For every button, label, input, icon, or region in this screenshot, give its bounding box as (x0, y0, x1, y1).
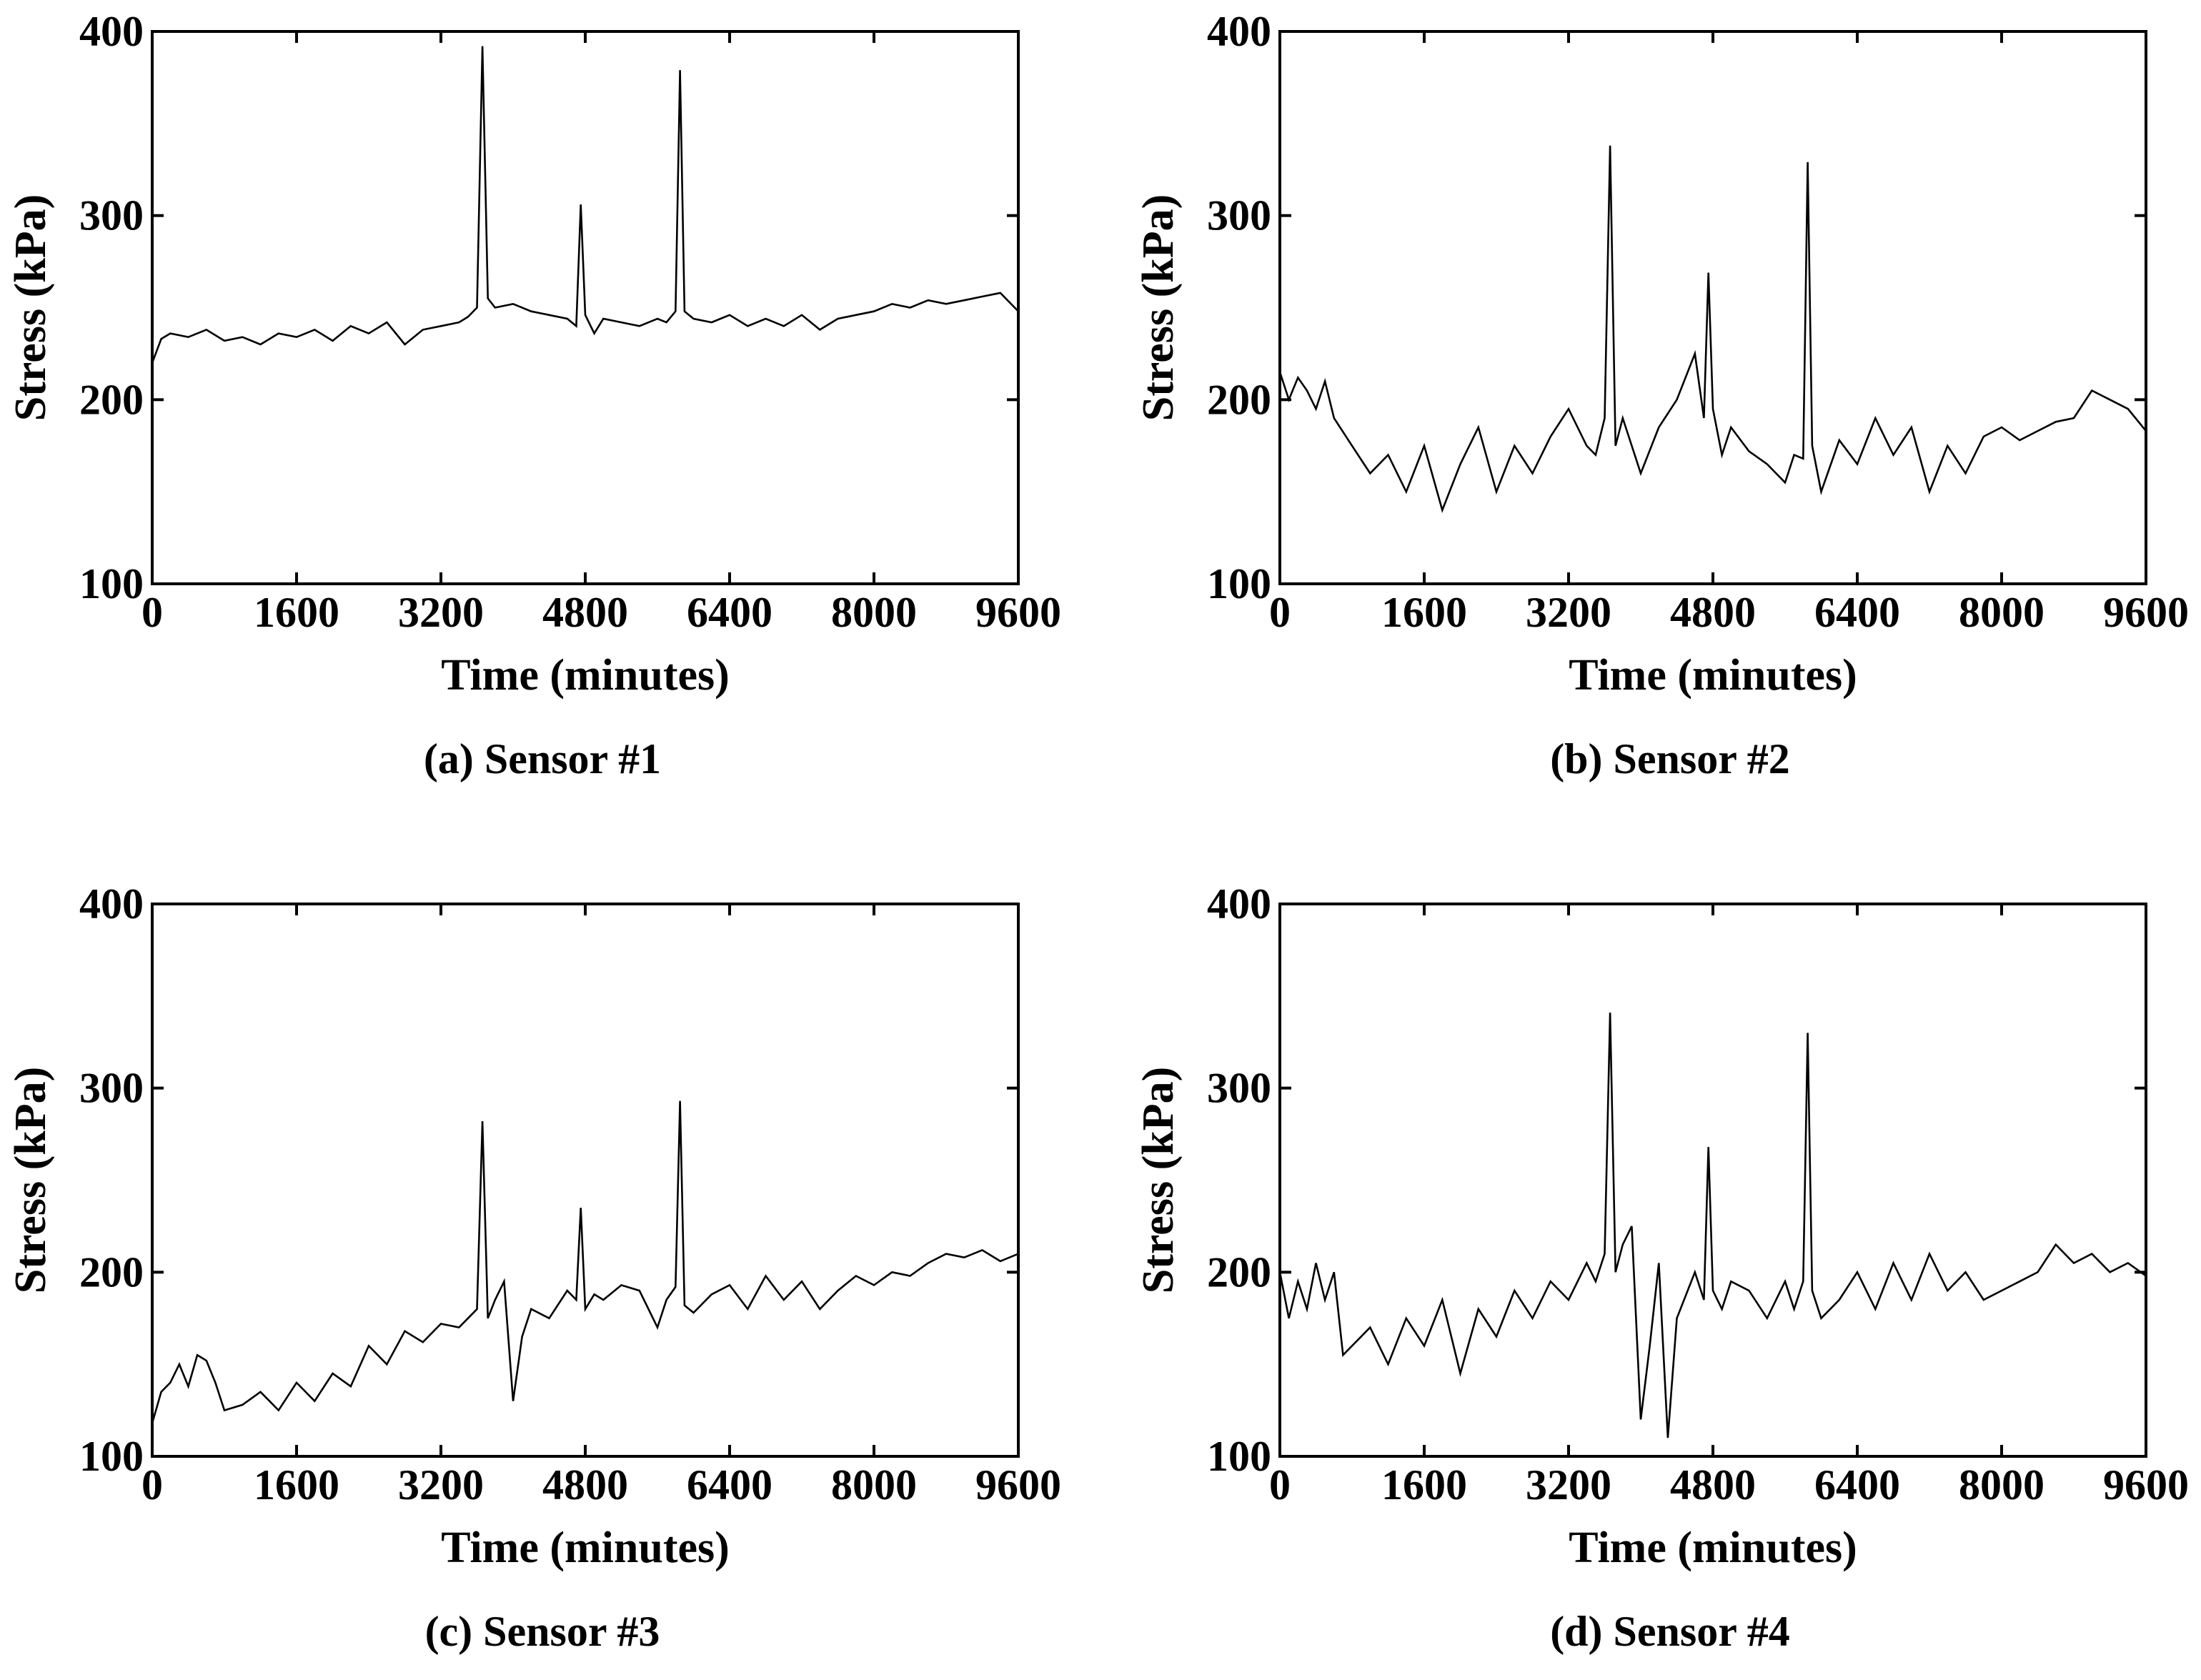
y-tick-label: 200 (1207, 376, 1271, 423)
y-axis-label: Stress (kPa) (6, 1067, 55, 1293)
x-tick-label: 8000 (831, 589, 917, 636)
y-tick-label: 200 (79, 1248, 144, 1296)
y-tick-label: 300 (79, 192, 144, 239)
x-tick-label: 4800 (542, 589, 628, 636)
tick-labels: 0 1600 3200 4800 6400 8000 9600 100 200 300 400 (79, 880, 1061, 1508)
tick-labels: 0 1600 3200 4800 6400 8000 9600 100 200 300 400 (1207, 8, 2189, 636)
y-tick-label: 400 (1207, 880, 1271, 928)
tick-labels: 0 1600 3200 4800 6400 8000 9600 100 200 300 400 (79, 8, 1061, 636)
panel-sensor-2: 0 1600 3200 4800 6400 8000 9600 100 200 300 400 Ti… (1134, 8, 2189, 782)
series-line (1278, 145, 2147, 513)
ticks (1278, 903, 2147, 1458)
plot-frame (151, 903, 1020, 1458)
plot-frame (1278, 903, 2147, 1458)
x-tick-label: 4800 (1670, 1461, 1756, 1508)
x-tick-label: 3200 (1526, 589, 1611, 636)
tick-labels: 0 1600 3200 4800 6400 8000 9600 100 200 300 400 (1207, 880, 2189, 1508)
x-tick-label: 4800 (1670, 589, 1756, 636)
x-tick-label: 1600 (254, 1461, 339, 1508)
y-tick-label: 100 (79, 1433, 144, 1480)
ticks (151, 903, 1020, 1458)
x-tick-label: 9600 (2103, 1461, 2189, 1508)
y-axis-label: Stress (kPa) (1134, 194, 1183, 421)
y-tick-label: 100 (1207, 1433, 1271, 1480)
x-tick-label: 0 (1269, 1461, 1291, 1508)
y-tick-label: 200 (1207, 1248, 1271, 1296)
series-line (151, 1100, 1019, 1423)
panel-caption: (b) Sensor #2 (1550, 735, 1790, 782)
plot-frame (1278, 30, 2147, 585)
x-tick-label: 8000 (1959, 589, 2045, 636)
x-tick-label: 6400 (1814, 1461, 1900, 1508)
x-tick-label: 8000 (1959, 1461, 2045, 1508)
x-tick-label: 6400 (687, 1461, 772, 1508)
ticks (151, 30, 1020, 585)
y-axis-label: Stress (kPa) (6, 194, 55, 421)
y-tick-label: 200 (79, 376, 144, 423)
series-line (1278, 1012, 2147, 1438)
x-tick-label: 6400 (687, 589, 772, 636)
x-tick-label: 1600 (1381, 589, 1467, 636)
y-tick-label: 100 (1207, 560, 1271, 607)
panel-caption: (a) Sensor #1 (424, 735, 661, 782)
panel-caption: (d) Sensor #4 (1550, 1608, 1790, 1655)
panel-sensor-4: 0 1600 3200 4800 6400 8000 9600 100 200 300 400 Ti… (1134, 880, 2189, 1655)
x-tick-label: 3200 (398, 589, 484, 636)
y-axis-label: Stress (kPa) (1134, 1067, 1183, 1293)
y-tick-label: 400 (1207, 8, 1271, 55)
x-tick-label: 1600 (1381, 1461, 1467, 1508)
x-tick-label: 9600 (975, 1461, 1061, 1508)
y-tick-label: 300 (79, 1065, 144, 1112)
panel-sensor-1: 0 1600 3200 4800 6400 8000 9600 100 200 300 400 Ti… (6, 8, 1061, 782)
x-tick-label: 6400 (1814, 589, 1900, 636)
ticks (1278, 30, 2147, 585)
y-tick-label: 300 (1207, 192, 1271, 239)
x-tick-label: 3200 (1526, 1461, 1611, 1508)
x-tick-label: 9600 (2103, 589, 2189, 636)
x-tick-label: 9600 (975, 589, 1061, 636)
x-axis-label: Time (minutes) (1569, 1524, 1857, 1572)
x-axis-label: Time (minutes) (441, 1524, 730, 1572)
x-tick-label: 1600 (254, 589, 339, 636)
x-tick-label: 4800 (542, 1461, 628, 1508)
series-line (151, 46, 1019, 364)
x-tick-label: 8000 (831, 1461, 917, 1508)
y-tick-label: 400 (79, 880, 144, 928)
x-axis-label: Time (minutes) (1569, 651, 1857, 700)
panel-caption: (c) Sensor #3 (425, 1608, 660, 1655)
x-tick-label: 0 (141, 589, 163, 636)
y-tick-label: 100 (79, 560, 144, 607)
x-axis-label: Time (minutes) (441, 651, 730, 700)
x-tick-label: 0 (1269, 589, 1291, 636)
x-tick-label: 0 (141, 1461, 163, 1508)
y-tick-label: 300 (1207, 1065, 1271, 1112)
x-tick-label: 3200 (398, 1461, 484, 1508)
y-tick-label: 400 (79, 8, 144, 55)
panel-sensor-3: 0 1600 3200 4800 6400 8000 9600 100 200 300 400 Ti… (6, 880, 1061, 1655)
